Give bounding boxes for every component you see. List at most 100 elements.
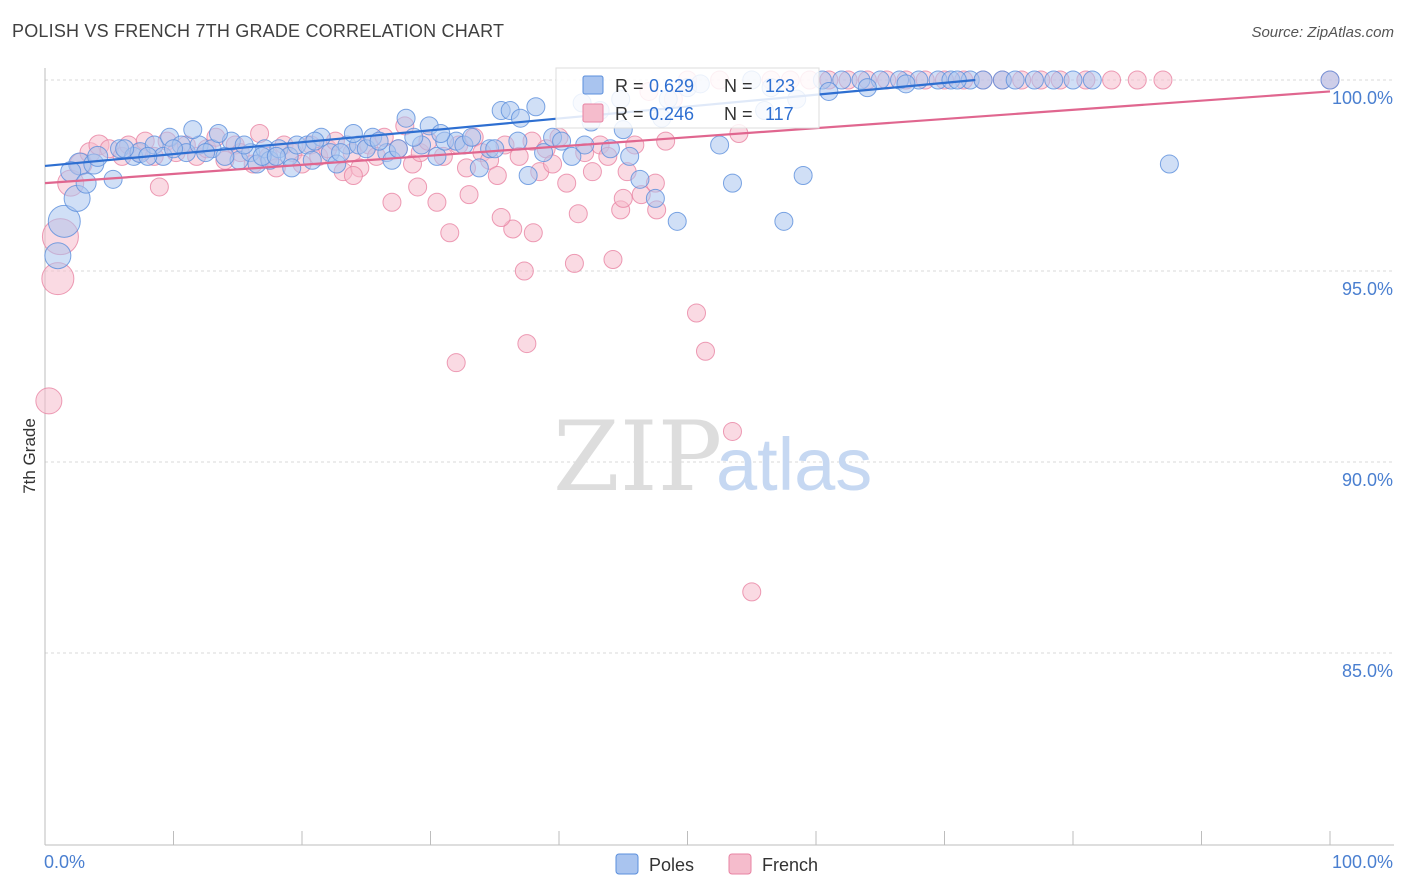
french-n-value: 117 bbox=[765, 104, 794, 124]
poles-point bbox=[630, 169, 650, 189]
french-point bbox=[656, 131, 676, 151]
poles-point bbox=[600, 139, 620, 159]
french-point bbox=[35, 387, 63, 415]
poles-point bbox=[973, 70, 993, 90]
french-point bbox=[603, 250, 623, 270]
french-point bbox=[564, 253, 584, 273]
source-label: Source: ZipAtlas.com bbox=[1251, 24, 1394, 41]
french-point bbox=[491, 208, 511, 228]
poles-point bbox=[396, 108, 416, 128]
y-tick-label: 100.0% bbox=[1332, 88, 1393, 108]
french-point bbox=[686, 303, 706, 323]
poles-point bbox=[518, 166, 538, 185]
poles-point bbox=[1063, 70, 1083, 90]
french-point bbox=[1153, 70, 1173, 90]
y-tick-label: 95.0% bbox=[1342, 279, 1393, 299]
poles-points bbox=[44, 70, 1340, 270]
y-tick-label: 85.0% bbox=[1342, 661, 1393, 681]
poles-point bbox=[469, 158, 489, 178]
poles-point bbox=[1005, 70, 1025, 90]
poles-point bbox=[774, 211, 794, 231]
poles-n-value: 123 bbox=[765, 76, 795, 96]
french-r-value: 0.246 bbox=[649, 104, 694, 124]
french-point bbox=[459, 185, 479, 205]
poles-point bbox=[857, 78, 877, 98]
y-axis-tick-labels: 100.0% 95.0% 90.0% 85.0% bbox=[1332, 88, 1393, 681]
french-point bbox=[408, 177, 428, 197]
poles-point bbox=[485, 139, 505, 159]
poles-point bbox=[722, 173, 742, 193]
poles-stats-swatch bbox=[582, 75, 604, 95]
french-point bbox=[440, 223, 460, 243]
y-axis-title: 7th Grade bbox=[20, 418, 39, 494]
french-point bbox=[582, 162, 602, 182]
poles-point bbox=[44, 242, 72, 270]
legend-french-label: French bbox=[762, 855, 818, 875]
poles-point bbox=[343, 123, 363, 143]
poles-point bbox=[183, 120, 203, 140]
watermark: ZIP atlas bbox=[553, 401, 872, 513]
poles-point bbox=[87, 145, 109, 167]
french-point bbox=[427, 192, 447, 212]
french-point bbox=[517, 334, 537, 354]
french-point bbox=[695, 341, 715, 361]
chart-title: POLISH VS FRENCH 7TH GRADE CORRELATION C… bbox=[12, 21, 505, 41]
french-stats-swatch bbox=[582, 103, 604, 123]
x-tick-label-min: 0.0% bbox=[44, 852, 85, 872]
poles-point bbox=[510, 108, 530, 128]
french-point bbox=[1102, 70, 1122, 90]
stats-box: R = 0.629 N = 123 R = 0.246 N = 117 bbox=[555, 67, 820, 129]
poles-point bbox=[620, 146, 640, 166]
poles-point bbox=[1024, 70, 1044, 90]
poles-point bbox=[1044, 70, 1064, 90]
french-point bbox=[343, 166, 363, 185]
poles-point bbox=[526, 97, 546, 117]
legend-poles-label: Poles bbox=[649, 855, 694, 875]
poles-point bbox=[1159, 154, 1179, 174]
poles-point bbox=[667, 211, 687, 231]
poles-point bbox=[431, 123, 451, 143]
poles-trend-line bbox=[44, 78, 976, 168]
poles-point bbox=[266, 146, 286, 166]
legend-french-swatch bbox=[728, 853, 752, 875]
french-point bbox=[722, 421, 742, 441]
poles-point bbox=[75, 172, 97, 194]
poles-point bbox=[832, 70, 852, 90]
french-point bbox=[446, 353, 466, 373]
french-point bbox=[382, 192, 402, 212]
french-r-label: R = bbox=[615, 104, 644, 124]
french-point bbox=[557, 173, 577, 193]
poles-point bbox=[47, 204, 81, 238]
poles-point bbox=[462, 127, 482, 147]
bottom-legend: Poles French bbox=[615, 853, 818, 875]
french-point bbox=[742, 582, 762, 602]
poles-point bbox=[388, 139, 408, 159]
poles-point bbox=[215, 146, 235, 166]
legend-poles-swatch bbox=[615, 853, 639, 875]
axes bbox=[44, 68, 1394, 846]
poles-point bbox=[208, 123, 228, 143]
poles-point bbox=[710, 135, 730, 155]
french-point bbox=[523, 223, 543, 243]
french-point bbox=[503, 219, 523, 239]
poles-point bbox=[896, 74, 916, 94]
poles-point bbox=[1320, 70, 1340, 90]
french-point bbox=[613, 188, 633, 208]
french-trend-line bbox=[44, 90, 1331, 185]
poles-point bbox=[234, 135, 254, 155]
poles-point bbox=[793, 166, 813, 185]
trend-lines bbox=[44, 78, 1331, 185]
poles-r-label: R = bbox=[615, 76, 644, 96]
x-axis-ticks bbox=[173, 831, 1331, 845]
poles-point bbox=[331, 143, 351, 163]
watermark-atlas: atlas bbox=[716, 423, 872, 506]
poles-point bbox=[1082, 70, 1102, 90]
x-tick-label-max: 100.0% bbox=[1332, 852, 1393, 872]
poles-n-label: N = bbox=[724, 76, 753, 96]
poles-point bbox=[819, 81, 839, 101]
poles-point bbox=[369, 131, 389, 151]
y-tick-label: 90.0% bbox=[1342, 470, 1393, 490]
french-point bbox=[568, 204, 588, 224]
poles-point bbox=[562, 146, 582, 166]
